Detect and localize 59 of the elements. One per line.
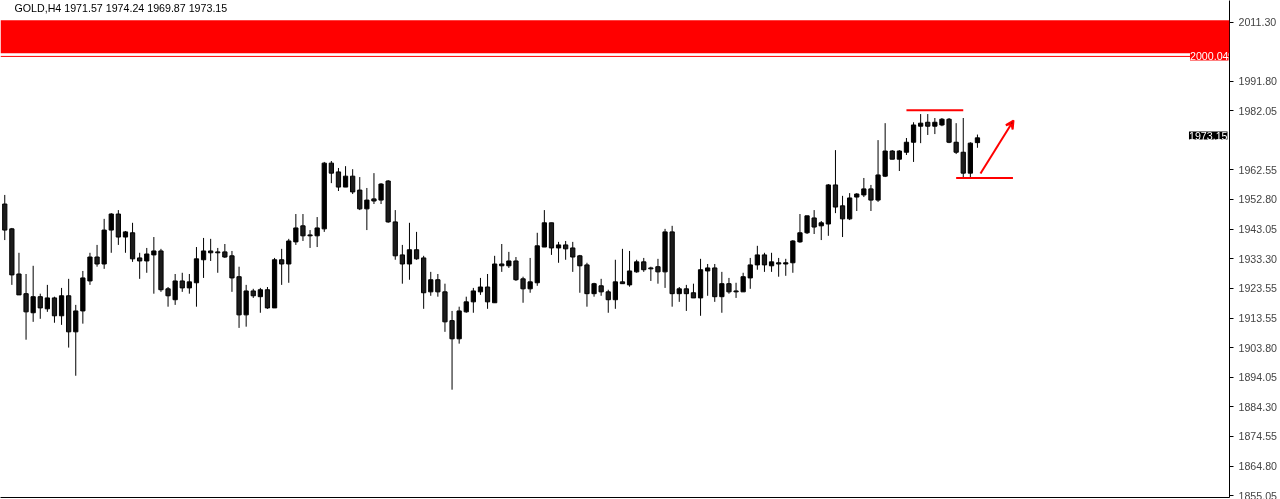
y-tick-label: 1982.05 (1238, 104, 1278, 117)
y-tick-label: 1943.05 (1238, 223, 1278, 236)
y-tick-label: 1913.55 (1238, 312, 1278, 325)
candlestick (761, 252, 768, 273)
y-tick-label: 1874.55 (1238, 430, 1278, 443)
candlestick (137, 252, 143, 280)
candlestick (776, 257, 782, 278)
candlestick (832, 149, 839, 214)
candlestick (619, 248, 626, 285)
candlestick (115, 209, 121, 246)
y-tick-label: 1923.55 (1238, 282, 1278, 295)
y-tick-label: 1884.30 (1238, 400, 1278, 413)
candlestick (328, 160, 334, 184)
candlestick (910, 121, 917, 163)
candlestick (200, 237, 207, 279)
candlestick (555, 241, 562, 264)
candlestick (350, 168, 356, 195)
candlestick (484, 273, 491, 310)
ref-line-label: 2000.04 (1189, 50, 1229, 63)
candlestick (839, 195, 846, 238)
y-tick-label: 1933.30 (1238, 252, 1278, 265)
annotation: 1973.15 (1188, 129, 1228, 142)
candlestick (335, 167, 342, 192)
candlestick (563, 240, 569, 261)
candlestick (264, 286, 271, 310)
candlestick (73, 304, 79, 377)
candlestick (208, 238, 214, 262)
y-tick-label: 2011.30 (1238, 16, 1277, 29)
candlestick (754, 245, 760, 271)
candlestick (705, 263, 711, 297)
candlestick (896, 149, 902, 172)
candlestick (918, 113, 924, 144)
candlestick (257, 287, 263, 314)
candlestick (279, 248, 285, 286)
y-tick-label: 1894.05 (1238, 371, 1278, 384)
candlestick (186, 273, 192, 295)
y-tick-label: 1903.80 (1238, 341, 1278, 354)
candlestick (406, 222, 413, 281)
candlestick (847, 192, 853, 221)
candlestick (58, 287, 65, 326)
y-tick-label: 1864.80 (1238, 460, 1278, 472)
y-tick-label: 1952.80 (1238, 193, 1278, 206)
candlestick (342, 165, 349, 188)
candlestick (605, 289, 611, 314)
candlestick (399, 244, 405, 285)
candlestick (51, 296, 58, 324)
candlestick (768, 252, 775, 273)
candlestick (44, 284, 50, 313)
candlestick (683, 284, 689, 312)
candlestick (470, 287, 476, 314)
y-tick-label: 1991.80 (1238, 75, 1278, 88)
candlestick (108, 212, 114, 254)
candlestick (626, 250, 633, 288)
candlestick (413, 231, 420, 261)
candlestick (193, 246, 200, 308)
candlestick (612, 259, 618, 310)
chart-title: GOLD,H4 1971.57 1974.24 1969.87 1973.15 (14, 1, 228, 14)
y-tick-label: 1855.05 (1238, 489, 1278, 499)
y-tick-label: 1962.55 (1238, 163, 1278, 176)
